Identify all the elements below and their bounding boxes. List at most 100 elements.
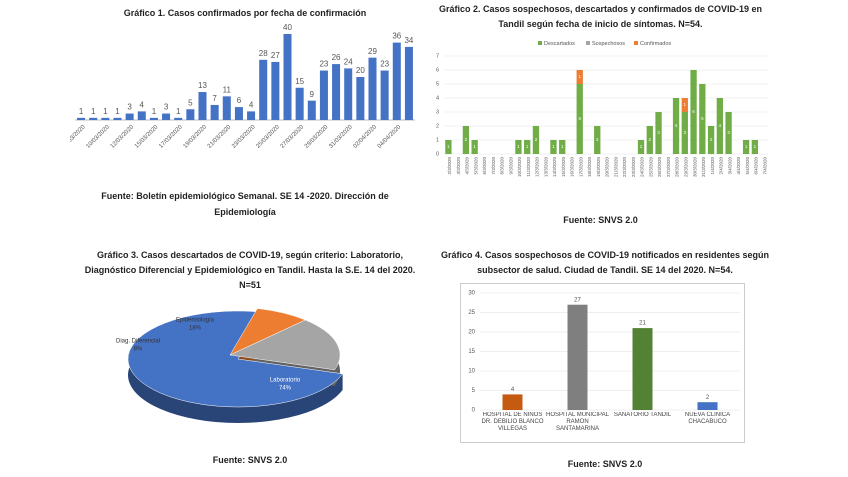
bar: [567, 304, 588, 410]
pie-label: Laboratorio: [270, 378, 301, 384]
legend-swatch: [586, 41, 590, 45]
x-tick-label: 13/3/2020: [543, 157, 548, 178]
data-label: 40: [283, 23, 292, 32]
data-label: 13: [198, 81, 207, 90]
bar: [247, 111, 256, 120]
bar-segment: [594, 126, 601, 154]
chart-title: Gráfico 2. Casos sospechosos, descartado…: [438, 4, 763, 29]
x-tick-label: 21/03/2020: [207, 124, 233, 150]
data-label: 26: [332, 53, 341, 62]
bar-segment: [672, 98, 680, 154]
bar-segment: [690, 70, 697, 154]
data-label: 23: [319, 60, 328, 69]
bar: [186, 109, 195, 120]
x-tick-label: 4/3/2020: [465, 157, 470, 175]
x-tick-label: 15/03/2020: [134, 124, 160, 150]
x-tick-label: 14/3/2020: [552, 157, 557, 178]
data-label: 4: [249, 101, 254, 110]
data-label: 3: [164, 103, 169, 112]
x-tick-label: 10/3/2020: [517, 157, 522, 178]
x-tick-label: 24/3/2020: [640, 157, 645, 178]
data-label: 1: [79, 107, 84, 116]
bar: [632, 328, 653, 410]
bar-segment: [462, 126, 470, 154]
x-tick-label: 04/04/2020: [377, 124, 403, 150]
x-tick-label: NUEVA CLINICA CHACABUCO: [684, 412, 731, 425]
data-label: 21: [639, 321, 646, 327]
data-label: 29: [368, 47, 377, 56]
data-label: 2: [535, 137, 538, 142]
data-label: 1: [640, 144, 643, 149]
bar: [222, 96, 231, 120]
x-tick-label: 6/3/2020: [482, 157, 487, 175]
x-tick-label: HOSPITAL MUNICIPAL RAMON SANTAMARINA: [546, 412, 609, 432]
data-label: 2: [710, 137, 713, 142]
x-tick-label: SANATORIO TANDIL: [613, 412, 672, 418]
data-label: 3: [684, 130, 687, 135]
x-tick-label: 17/3/2020: [578, 157, 583, 178]
x-tick-label: 12/3/2020: [535, 157, 540, 178]
bar: [101, 117, 110, 120]
bar: [697, 402, 718, 410]
bar: [295, 87, 304, 120]
y-tick-label: 10: [468, 369, 475, 375]
source: Fuente: SNVS 2.0: [567, 459, 643, 469]
x-label-box: HOSPITAL MUNICIPAL RAMON SANTAMARINA: [546, 412, 609, 432]
data-label: 3: [657, 130, 660, 135]
x-tick-label: 5/3/2020: [473, 157, 478, 175]
bar: [344, 68, 353, 120]
data-label: 3: [727, 130, 730, 135]
data-label: 20: [356, 66, 365, 75]
x-tick-label: 18/3/2020: [587, 157, 592, 178]
chart-border: [460, 283, 745, 443]
data-label: 1: [745, 144, 748, 149]
chart: Descartados Sospechosos Confirmados0123456…: [436, 41, 768, 178]
x-tick-label: 31/3/2020: [701, 157, 706, 178]
y-tick-label: 2: [436, 123, 439, 129]
y-tick-label: 1: [436, 137, 439, 143]
legend-label: Confirmados: [640, 41, 671, 47]
bar: [113, 117, 122, 120]
bar-segment: [637, 140, 645, 154]
x-tick-label: 22/3/2020: [622, 157, 627, 178]
bar: [210, 104, 219, 120]
data-label: 1: [447, 144, 450, 149]
x-tick-label: 4/4/2020: [736, 157, 741, 175]
pie-value-label: 74%: [279, 386, 292, 392]
x-tick-label: 3/3/2020: [456, 157, 461, 175]
x-tick-label: 2/3/2020: [447, 157, 452, 175]
x-tick-label: 27/03/2020: [280, 124, 306, 150]
pie-slice: [127, 310, 344, 408]
data-label: 1: [684, 102, 687, 107]
data-label: 5: [701, 116, 704, 121]
x-tick-label: 28/3/2020: [675, 157, 680, 178]
x-tick-label: 29/03/2020: [304, 124, 330, 150]
bar-segment: [445, 140, 452, 154]
data-label: 4: [511, 387, 515, 393]
bar: [502, 394, 523, 410]
legend-swatch: [634, 41, 638, 45]
data-label: 6: [692, 109, 695, 114]
bar-segment: [646, 126, 653, 154]
x-tick-label: 02/04/2020: [353, 124, 379, 150]
data-label: 4: [675, 123, 678, 128]
pie-value-label: 18%: [189, 326, 202, 332]
y-tick-label: 5: [472, 388, 476, 394]
bar: [149, 117, 158, 120]
x-label-box: NUEVA CLINICA CHACABUCO: [684, 412, 731, 425]
data-label: 4: [719, 123, 722, 128]
pie-label: Epidemiología: [176, 318, 215, 324]
y-tick-label: 7: [436, 53, 439, 59]
pie-label: Diag. Diferencial: [116, 339, 160, 345]
x-tick-label: 25/03/2020: [255, 124, 281, 150]
chart: 0 5 10 15 20 25 30 4 HOSPITAL DE NIÑOS DR. DEBIL…: [460, 283, 745, 443]
data-label: 1: [561, 144, 564, 149]
bar-segment: [471, 140, 478, 154]
bar: [307, 100, 316, 120]
bar-segment: [576, 70, 583, 84]
x-tick-label: 6/4/2020: [754, 157, 759, 175]
x-tick-label: 23/03/2020: [231, 124, 257, 150]
bar-segment: [681, 112, 688, 154]
